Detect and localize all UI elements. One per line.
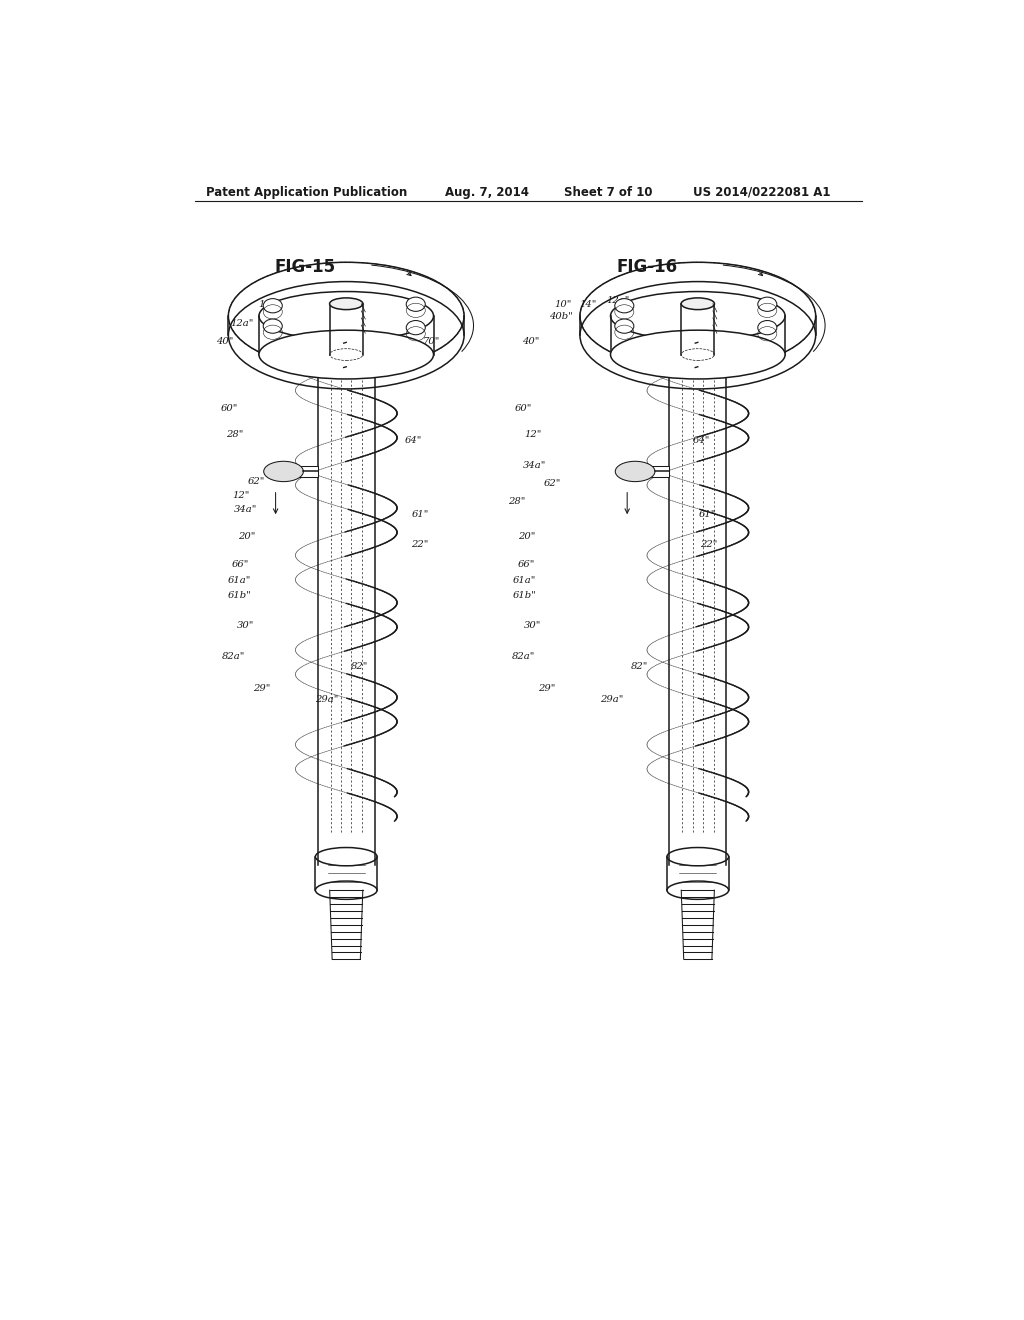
Ellipse shape [610, 330, 785, 379]
Ellipse shape [407, 297, 425, 312]
Text: 22": 22" [412, 540, 429, 549]
Text: 82": 82" [631, 663, 648, 671]
Ellipse shape [264, 461, 303, 482]
Text: 29": 29" [253, 685, 270, 693]
Text: 64": 64" [406, 437, 422, 445]
Ellipse shape [330, 298, 362, 310]
Text: 61b": 61b" [227, 591, 251, 601]
Text: 28": 28" [226, 430, 244, 440]
Text: 28": 28" [508, 498, 525, 507]
Text: 68": 68" [393, 314, 411, 323]
Text: 34a": 34a" [233, 504, 257, 513]
Text: 12": 12" [524, 430, 542, 440]
Text: 66": 66" [518, 561, 536, 569]
Ellipse shape [407, 321, 425, 335]
Text: 29a": 29a" [600, 694, 624, 704]
Text: 68": 68" [675, 314, 692, 323]
Text: 61a": 61a" [513, 576, 537, 585]
Text: 61": 61" [698, 510, 716, 519]
Text: 60": 60" [221, 404, 239, 413]
Text: 82a": 82a" [222, 652, 245, 661]
Text: 40": 40" [216, 337, 233, 346]
Text: 74": 74" [675, 362, 692, 370]
Ellipse shape [259, 330, 433, 379]
Text: US 2014/0222081 A1: US 2014/0222081 A1 [693, 186, 830, 199]
Text: 40b": 40b" [316, 302, 340, 312]
Ellipse shape [610, 292, 785, 341]
Text: 61a": 61a" [227, 576, 251, 585]
Text: 20": 20" [518, 532, 536, 541]
Text: 61b": 61b" [513, 591, 537, 601]
Text: 62": 62" [248, 477, 265, 486]
Text: 30": 30" [524, 622, 542, 631]
Text: 29": 29" [539, 685, 556, 693]
Text: 74": 74" [398, 362, 416, 370]
Ellipse shape [758, 297, 777, 312]
Text: 30": 30" [237, 622, 254, 631]
Text: 70": 70" [691, 337, 708, 346]
Text: 40a": 40a" [354, 305, 378, 313]
Text: Patent Application Publication: Patent Application Publication [206, 186, 407, 199]
Ellipse shape [263, 298, 283, 313]
Text: 60": 60" [514, 404, 531, 413]
Bar [270, 466, 317, 477]
Text: 10": 10" [258, 300, 275, 309]
Text: 20": 20" [239, 532, 256, 541]
Ellipse shape [259, 292, 433, 341]
Text: FIG-16: FIG-16 [616, 259, 677, 276]
Ellipse shape [615, 461, 655, 482]
Text: Sheet 7 of 10: Sheet 7 of 10 [564, 186, 653, 199]
Ellipse shape [614, 298, 634, 313]
Text: 40b": 40b" [549, 313, 572, 322]
Text: 12a": 12a" [229, 318, 253, 327]
Ellipse shape [681, 298, 715, 310]
Text: 22": 22" [700, 540, 718, 549]
Ellipse shape [614, 319, 634, 333]
Text: 29a": 29a" [314, 694, 338, 704]
Text: 61": 61" [412, 510, 429, 519]
Text: 64": 64" [692, 437, 710, 445]
Text: 82": 82" [351, 663, 369, 671]
Text: 14": 14" [286, 300, 303, 309]
Text: 66": 66" [232, 561, 250, 569]
Text: 40": 40" [522, 337, 540, 346]
Text: 12a": 12a" [607, 296, 630, 305]
Text: 12": 12" [232, 491, 250, 500]
Text: 62": 62" [544, 479, 561, 488]
Text: FIG-15: FIG-15 [274, 259, 336, 276]
Text: 40a": 40a" [640, 305, 664, 313]
Text: 10": 10" [554, 300, 571, 309]
Text: 70": 70" [423, 337, 440, 346]
Ellipse shape [758, 321, 777, 335]
Text: 34a": 34a" [522, 461, 546, 470]
Text: 82a": 82a" [512, 652, 535, 661]
Text: Aug. 7, 2014: Aug. 7, 2014 [445, 186, 529, 199]
Ellipse shape [263, 319, 283, 333]
Text: 14": 14" [580, 300, 597, 309]
Bar [622, 466, 670, 477]
